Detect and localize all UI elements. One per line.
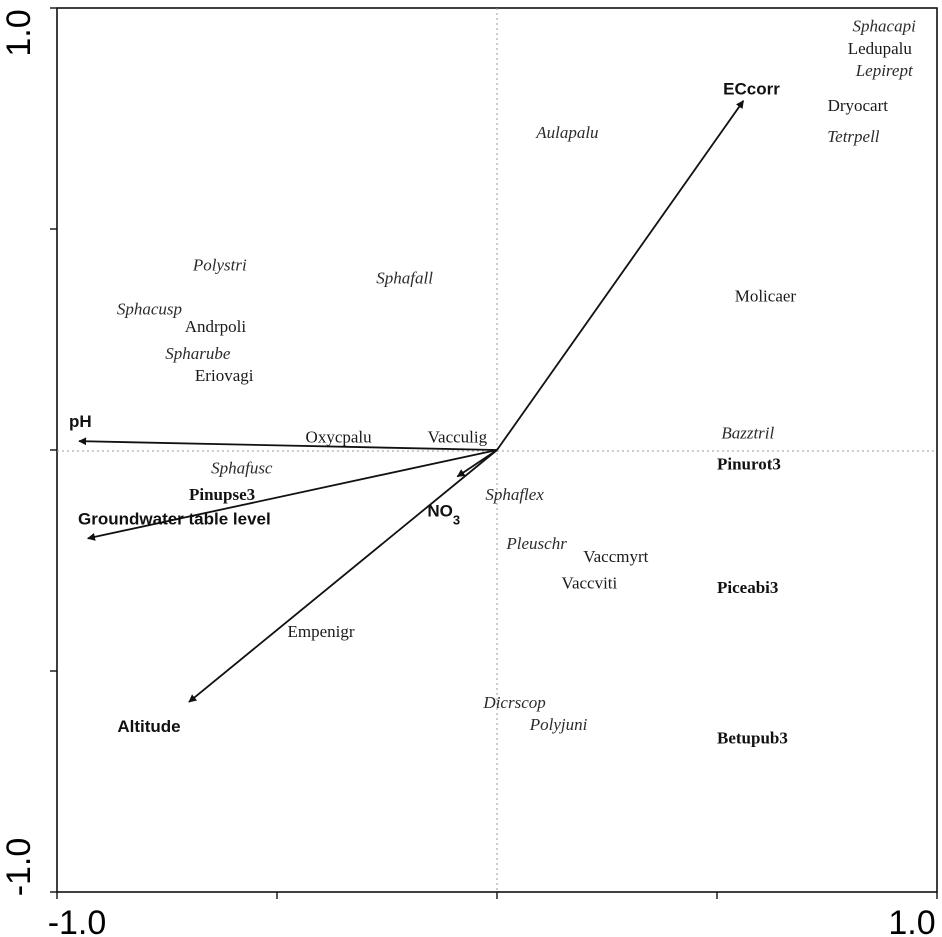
arrow-label-altitude: Altitude xyxy=(117,717,180,736)
species-label-dicrscop: Dicrscop xyxy=(482,693,545,712)
arrow-label-no: NO3 xyxy=(427,502,460,528)
arrow-no xyxy=(456,449,498,478)
species-label-sphaflex: Sphaflex xyxy=(485,485,544,504)
arrow-altitude xyxy=(188,449,498,703)
environmental-vectors: ECcorr pH Groundwater table level Altitude N… xyxy=(69,79,780,736)
species-label-sphafusc: Sphafusc xyxy=(211,459,273,478)
arrow-label-groundwater-table-level: Groundwater table level xyxy=(78,509,271,528)
arrow-groundwater-table-level xyxy=(87,449,498,541)
species-label-polystri: Polystri xyxy=(192,255,247,274)
species-label-lepirept: Lepirept xyxy=(855,61,914,80)
site-labels: Pinurot3 Pinupse3 Piceabi3 Betupub3 xyxy=(189,454,788,747)
species-label-vaccmyrt: Vaccmyrt xyxy=(583,547,648,566)
species-label-vaccviti: Vaccviti xyxy=(562,574,618,593)
species-label-tetrpell: Tetrpell xyxy=(827,127,880,146)
x-tick-label: 1.0 xyxy=(888,904,935,937)
species-label-sphacapi: Sphacapi xyxy=(853,17,917,36)
species-label-spharube: Spharube xyxy=(165,344,231,363)
axis-ticks xyxy=(50,7,938,899)
site-label-betupub3: Betupub3 xyxy=(717,728,788,747)
species-label-bazztril: Bazztril xyxy=(721,423,774,442)
arrow-eccorr xyxy=(496,100,745,451)
species-label-andrpoli: Andrpoli xyxy=(185,317,247,336)
arrow-label-ph: pH xyxy=(69,412,92,431)
x-tick-label: -1.0 xyxy=(48,904,107,937)
y-tick-label: -1.0 xyxy=(0,838,38,897)
species-label-empenigr: Empenigr xyxy=(287,622,354,641)
site-label-pinupse3: Pinupse3 xyxy=(189,485,255,504)
species-label-oxycpalu: Oxycpalu xyxy=(306,428,373,447)
species-label-vacculig: Vacculig xyxy=(428,428,488,447)
species-label-sphafall: Sphafall xyxy=(376,269,433,288)
arrow-label-eccorr: ECcorr xyxy=(723,79,780,98)
species-label-dryocart: Dryocart xyxy=(828,96,889,115)
species-label-sphacusp: Sphacusp xyxy=(117,300,182,319)
species-label-eriovagi: Eriovagi xyxy=(195,366,254,385)
species-label-molicaer: Molicaer xyxy=(735,286,797,305)
species-label-pleuschr: Pleuschr xyxy=(505,534,567,553)
species-label-ledupalu: Ledupalu xyxy=(848,39,913,58)
site-label-piceabi3: Piceabi3 xyxy=(717,578,778,597)
arrow-ph xyxy=(78,437,498,451)
site-label-pinurot3: Pinurot3 xyxy=(717,454,781,473)
y-tick-label: 1.0 xyxy=(0,9,38,56)
axis-tick-labels: -1.0 1.0 1.0 -1.0 xyxy=(0,9,936,937)
species-label-aulapalu: Aulapalu xyxy=(535,123,598,142)
species-label-polyjuni: Polyjuni xyxy=(529,715,588,734)
species-labels: Sphacapi Ledupalu Lepirept Dryocart Tetrpell… xyxy=(117,17,916,734)
